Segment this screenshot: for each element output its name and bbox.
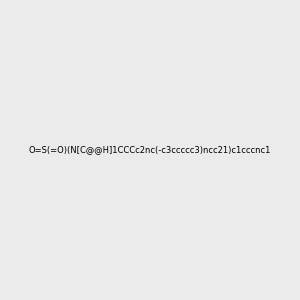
Text: O=S(=O)(N[C@@H]1CCCc2nc(-c3ccccc3)ncc21)c1cccnc1: O=S(=O)(N[C@@H]1CCCc2nc(-c3ccccc3)ncc21)… xyxy=(29,146,271,154)
